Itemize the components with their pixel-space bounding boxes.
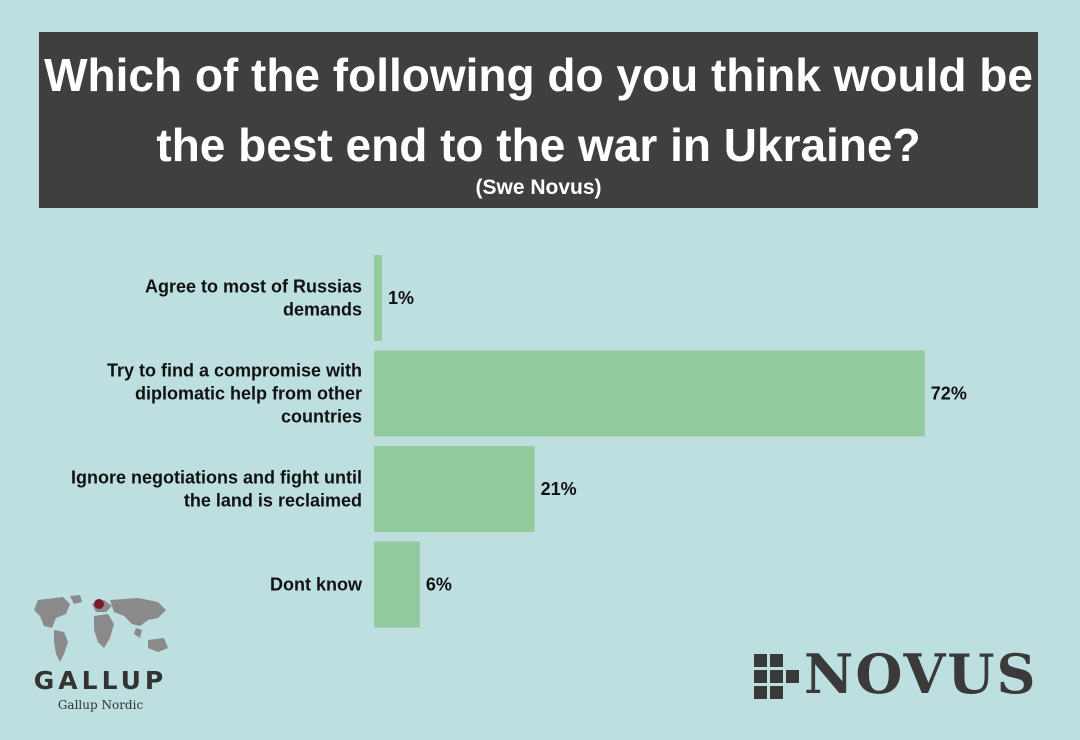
world-map-icon <box>34 595 168 662</box>
title-banner: Which of the following do you think woul… <box>39 32 1038 208</box>
chart-title: Which of the following do you think woul… <box>44 49 1033 171</box>
chart-subtitle: (Swe Novus) <box>475 176 602 199</box>
bar-1 <box>374 255 382 341</box>
bar-4 <box>374 541 420 628</box>
category-label-3: Ignore negotiations and fight until the l… <box>71 468 362 511</box>
bar-3 <box>374 446 535 532</box>
category-label-2: Try to find a compromise with diplomatic … <box>107 361 362 427</box>
novus-wordmark: NOVUS <box>804 642 1038 706</box>
cross-mark-icon <box>754 654 799 699</box>
value-label-3: 21% <box>541 479 577 499</box>
novus-logo: NOVUS <box>752 644 1035 704</box>
bar-2 <box>374 350 925 437</box>
value-label-4: 6% <box>426 575 452 595</box>
value-label-2: 72% <box>931 384 967 404</box>
category-label-4: Dont know <box>270 575 363 595</box>
value-label-1: 1% <box>388 288 414 308</box>
category-label-1: Agree to most of Russias demands <box>145 277 362 320</box>
gallup-wordmark: GALLUP <box>33 666 168 695</box>
gallup-logo: GALLUP Gallup Nordic <box>8 592 193 717</box>
gallup-subtitle: Gallup Nordic <box>57 698 144 712</box>
